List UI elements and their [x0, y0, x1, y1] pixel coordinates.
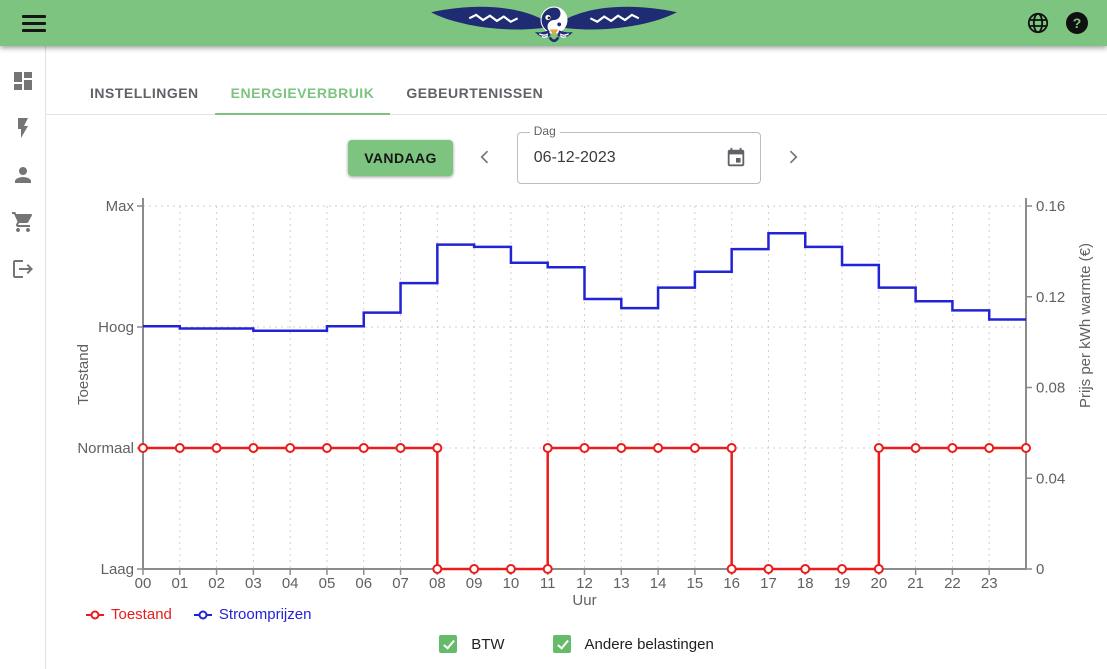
next-day-button[interactable]: [781, 145, 805, 172]
svg-text:16: 16: [723, 575, 740, 592]
dashboard-icon: [13, 72, 32, 90]
svg-text:Max: Max: [106, 198, 135, 215]
svg-text:15: 15: [687, 575, 704, 592]
svg-text:Prijs per kWh warmte (€): Prijs per kWh warmte (€): [1077, 243, 1094, 408]
svg-text:10: 10: [503, 575, 520, 592]
andere-belastingen-filter[interactable]: Andere belastingen: [552, 635, 714, 653]
svg-text:0.12: 0.12: [1036, 289, 1065, 306]
btw-label: BTW: [471, 635, 505, 653]
svg-text:Uur: Uur: [572, 592, 596, 609]
main-content: INSTELLINGEN ENERGIEVERBRUIK GEBEURTENIS…: [46, 0, 1107, 653]
svg-text:Hoog: Hoog: [98, 319, 134, 336]
tab-gebeurtenissen[interactable]: GEBEURTENISSEN: [390, 72, 559, 114]
globe-icon[interactable]: [1026, 11, 1050, 35]
svg-text:Toestand: Toestand: [75, 344, 92, 405]
svg-text:08: 08: [429, 575, 446, 592]
svg-text:0.16: 0.16: [1036, 198, 1065, 215]
svg-text:12: 12: [576, 575, 593, 592]
tax-filters: BTW Andere belastingen: [46, 635, 1107, 653]
svg-text:06: 06: [355, 575, 372, 592]
left-sidebar: [0, 46, 46, 669]
chart-legend: Toestand Stroomprijzen: [86, 606, 1107, 623]
legend-item-toestand[interactable]: Toestand: [86, 606, 172, 623]
chevron-right-icon: [789, 150, 798, 163]
btw-filter[interactable]: BTW: [439, 635, 505, 653]
previous-day-button[interactable]: [473, 145, 497, 172]
date-field-label: Dag: [529, 124, 560, 138]
svg-text:0.04: 0.04: [1036, 470, 1065, 487]
chevron-left-icon: [480, 150, 488, 163]
app-header: ?: [0, 0, 1107, 46]
today-button[interactable]: VANDAAG: [348, 140, 453, 176]
person-icon: [14, 167, 31, 183]
help-icon[interactable]: ?: [1065, 11, 1089, 35]
legend-marker-icon: [193, 613, 212, 616]
svg-text:19: 19: [834, 575, 851, 592]
andere-belastingen-checkbox[interactable]: [552, 635, 571, 653]
btw-checkbox[interactable]: [439, 635, 458, 653]
legend-label: Stroomprijzen: [218, 606, 312, 623]
svg-text:Laag: Laag: [101, 561, 134, 578]
svg-text:07: 07: [392, 575, 409, 592]
svg-text:0.08: 0.08: [1036, 380, 1065, 397]
svg-text:00: 00: [135, 575, 152, 592]
svg-text:?: ?: [1073, 15, 1082, 31]
date-value: 06-12-2023: [533, 149, 616, 166]
tab-bar: INSTELLINGEN ENERGIEVERBRUIK GEBEURTENIS…: [46, 72, 1107, 115]
tab-instellingen[interactable]: INSTELLINGEN: [74, 72, 215, 114]
svg-text:0: 0: [1036, 561, 1044, 578]
swallow-yin-yang-logo: [430, 6, 677, 43]
svg-text:11: 11: [540, 575, 556, 592]
svg-text:14: 14: [650, 575, 667, 592]
bolt-icon: [17, 118, 28, 138]
svg-text:Normaal: Normaal: [77, 440, 134, 457]
svg-text:01: 01: [171, 575, 188, 592]
sidebar-item-energy[interactable]: [11, 116, 35, 140]
svg-text:21: 21: [907, 575, 924, 592]
date-controls: VANDAAG Dag 06-12-2023: [46, 124, 1107, 184]
legend-marker-icon: [86, 613, 104, 616]
logout-icon: [12, 260, 33, 278]
energy-chart: Laag Normaal Hoog Max 0 0.04 0.08 0.12 0.16 00 01 0…: [75, 198, 1094, 609]
sidebar-item-shop[interactable]: [11, 210, 35, 234]
legend-label: Toestand: [111, 606, 172, 623]
sidebar-item-account[interactable]: [11, 163, 35, 187]
svg-text:23: 23: [981, 575, 998, 592]
svg-text:02: 02: [208, 575, 225, 592]
svg-text:22: 22: [944, 575, 961, 592]
svg-text:18: 18: [797, 575, 814, 592]
date-input[interactable]: Dag 06-12-2023: [516, 124, 761, 184]
svg-text:09: 09: [466, 575, 483, 592]
svg-text:20: 20: [870, 575, 887, 592]
legend-item-stroomprijzen[interactable]: Stroomprijzen: [193, 606, 312, 623]
hamburger-menu-icon[interactable]: [16, 5, 52, 42]
svg-text:17: 17: [760, 575, 777, 592]
svg-text:13: 13: [613, 575, 630, 592]
andere-belastingen-label: Andere belastingen: [584, 635, 714, 653]
svg-text:05: 05: [319, 575, 336, 592]
tab-energieverbruik[interactable]: ENERGIEVERBRUIK: [214, 72, 391, 115]
svg-text:03: 03: [245, 575, 262, 592]
sidebar-item-logout[interactable]: [11, 257, 35, 281]
shopping-cart-icon: [11, 211, 32, 232]
chart-area: Laag Normaal Hoog Max 0 0.04 0.08 0.12 0.16 00 01 0…: [46, 190, 1107, 614]
sidebar-item-dashboard[interactable]: [11, 69, 35, 93]
svg-text:04: 04: [282, 575, 299, 592]
calendar-icon[interactable]: [725, 147, 747, 169]
